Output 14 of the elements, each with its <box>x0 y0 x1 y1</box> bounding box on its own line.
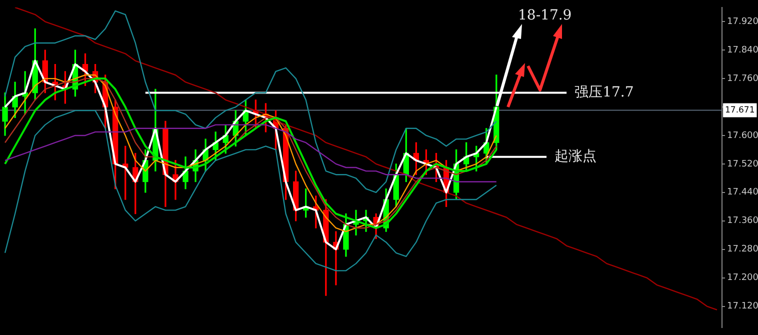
y-tick-label: 17.920 <box>727 16 758 27</box>
y-tick-label: 17.520 <box>727 159 758 170</box>
annotation: 18-17.9 <box>518 8 572 24</box>
y-tick-label: 17.760 <box>727 74 758 84</box>
series-label: 强压17.7 <box>574 84 634 100</box>
series-label: 起涨点 <box>554 148 597 164</box>
y-tick-label: 17.840 <box>727 45 758 56</box>
ref-line-label: 17.671 <box>725 105 755 116</box>
y-tick-label: 17.280 <box>727 244 758 255</box>
y-tick-label: 17.440 <box>727 188 758 198</box>
y-tick-label: 17.600 <box>727 130 758 141</box>
y-tick-label: 17.200 <box>727 273 758 284</box>
y-tick-label: 17.120 <box>727 302 758 312</box>
y-tick-label: 17.360 <box>727 216 758 226</box>
